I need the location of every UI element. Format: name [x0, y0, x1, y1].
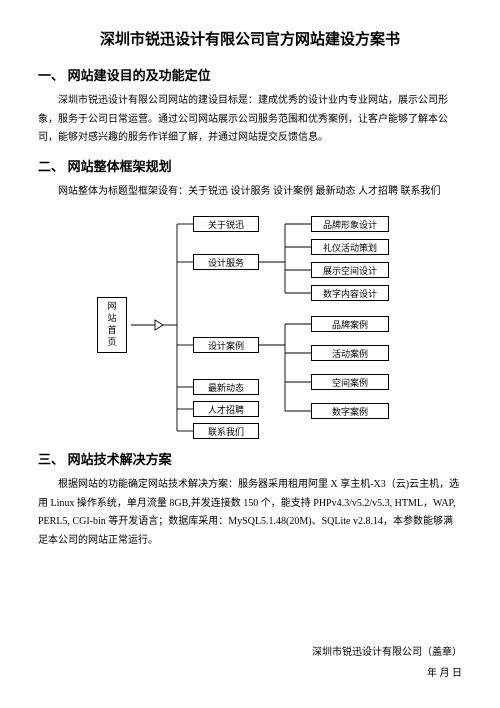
node-l3-6: 空间案例	[311, 374, 389, 390]
footer-company: 深圳市锐迅设计有限公司（盖章）	[38, 642, 462, 663]
section-3-para: 根据网站的功能确定网站技术解决方案：服务器采用租用阿里 X 享主机-X3（云)云…	[38, 476, 462, 550]
node-l3-2: 展示空间设计	[311, 262, 389, 278]
node-l3-3: 数字内容设计	[311, 285, 389, 301]
section-2-heading: 二、 网站整体框架规划	[38, 156, 462, 175]
node-l2-0: 关于锐迅	[193, 216, 259, 232]
node-l3-7: 数字案例	[311, 403, 389, 419]
node-l2-5: 联系我们	[193, 423, 259, 439]
node-l3-0: 品牌形象设计	[311, 216, 389, 232]
node-l2-3: 最新动态	[193, 379, 259, 395]
node-l3-4: 品牌案例	[311, 316, 389, 332]
node-l2-2: 设计案例	[193, 337, 259, 353]
section-2-para: 网站整体为标题型框架设有：关于锐迅 设计服务 设计案例 最新动态 人才招聘 联系…	[38, 183, 462, 202]
node-l2-4: 人才招聘	[193, 401, 259, 417]
section-3-heading: 三、 网站技术解决方案	[38, 449, 462, 468]
node-l3-1: 礼仪活动策划	[311, 239, 389, 255]
node-l2-1: 设计服务	[193, 254, 259, 270]
sitemap-diagram: 网站首页 关于锐迅设计服务设计案例最新动态人才招聘联系我们 品牌形象设计礼仪活动策划…	[38, 209, 462, 439]
node-root: 网站首页	[97, 297, 127, 353]
section-1-para: 深圳市锐迅设计有限公司网站的建设目标是：建成优秀的设计业内专业网站，展示公司形象…	[38, 92, 462, 148]
node-l3-5: 活动案例	[311, 345, 389, 361]
footer-date: 年 月 日	[38, 663, 462, 684]
document-title: 深圳市锐迅设计有限公司官方网站建设方案书	[38, 28, 462, 49]
footer: 深圳市锐迅设计有限公司（盖章） 年 月 日	[38, 642, 462, 684]
section-1-heading: 一、 网站建设目的及功能定位	[38, 65, 462, 84]
